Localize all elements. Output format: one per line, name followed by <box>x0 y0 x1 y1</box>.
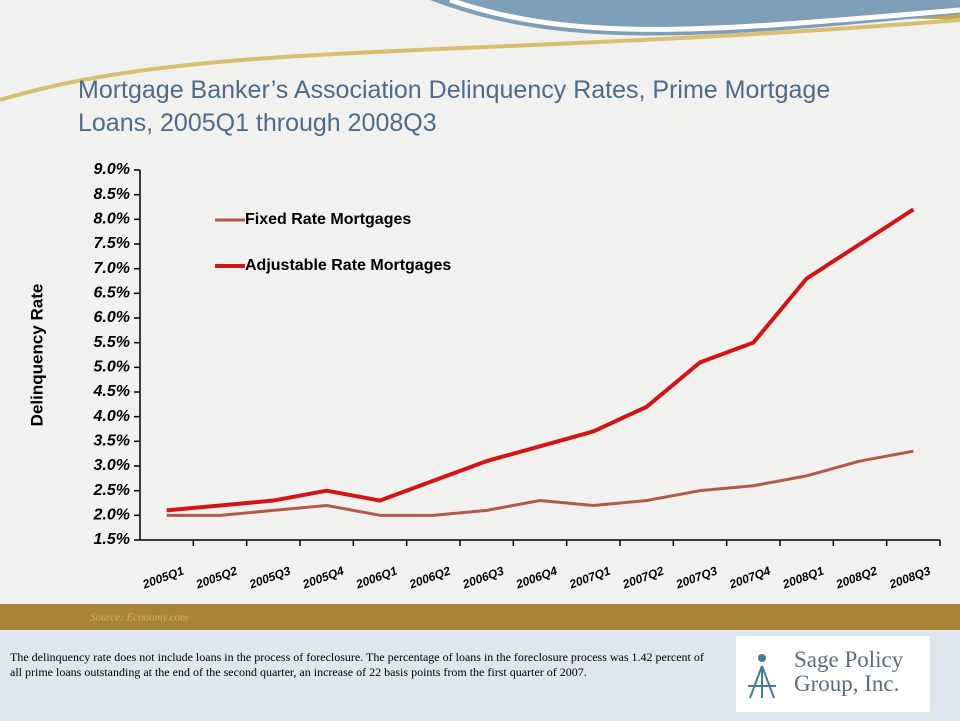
x-tick-label: 2006Q3 <box>460 564 506 592</box>
x-tick-label: 2008Q2 <box>833 564 879 592</box>
y-tick-label: 7.5% <box>94 235 130 252</box>
line <box>166 207 915 513</box>
x-tick-label: 2007Q1 <box>567 564 613 592</box>
x-tick-label: 2005Q4 <box>300 564 346 592</box>
x-tick-label: 2008Q1 <box>780 564 826 592</box>
band <box>0 604 960 630</box>
y-tick-label: 6.0% <box>94 309 130 326</box>
y-tick-label: 6.5% <box>94 285 130 302</box>
decoration <box>0 18 960 102</box>
y-tick-label: 2.5% <box>93 482 130 499</box>
y-tick-label: 8.0% <box>94 211 130 228</box>
y-tick-label: 2.0% <box>93 507 130 524</box>
x-tick-label: 2007Q2 <box>620 564 666 592</box>
y-tick-label: 3.5% <box>94 433 130 450</box>
legend-label: Adjustable Rate Mortgages <box>245 257 451 274</box>
line <box>166 449 914 517</box>
logo: Sage Policy Group, Inc. <box>736 636 930 712</box>
y-tick-label: 9.0% <box>94 161 130 178</box>
x-tick-label: 2005Q3 <box>247 564 293 592</box>
source: Source: Economy.com <box>90 612 188 624</box>
logo-text: Group, Inc. <box>794 671 900 696</box>
y-tick-label: 7.0% <box>94 260 130 277</box>
x-tick-label: 2008Q3 <box>887 564 933 592</box>
x-tick-label: 2006Q4 <box>513 564 559 592</box>
x-tick-label: 2007Q4 <box>727 564 773 592</box>
y-tick-label: 1.5% <box>94 531 130 548</box>
x-tick-label: 2005Q2 <box>193 564 239 592</box>
y-axis-label: Delinquency Rate <box>27 284 46 427</box>
logo-text: Sage Policy <box>794 647 904 672</box>
note: The delinquency rate does not include lo… <box>10 650 704 679</box>
decoration <box>449 0 960 32</box>
y-tick-label: 5.5% <box>94 334 130 351</box>
logo-icon <box>748 654 776 699</box>
y-tick-label: 3.0% <box>94 457 130 474</box>
x-tick-label: 2007Q3 <box>673 564 719 592</box>
x-tick-label: 2006Q1 <box>353 564 399 592</box>
y-tick-label: 8.5% <box>94 186 130 203</box>
y-tick-label: 5.0% <box>94 359 130 376</box>
x-tick-label: 2005Q1 <box>140 564 186 592</box>
legend-label: Fixed Rate Mortgages <box>245 211 411 228</box>
y-tick-label: 4.0% <box>93 408 130 425</box>
x-tick-label: 2006Q2 <box>407 564 453 592</box>
chart-title: Mortgage Banker’s Association Delinquenc… <box>78 76 831 137</box>
y-tick-label: 4.5% <box>93 383 130 400</box>
